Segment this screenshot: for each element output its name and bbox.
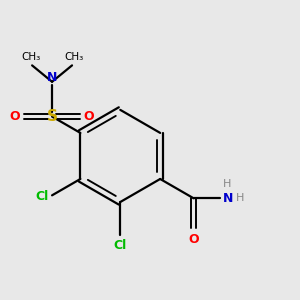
Text: N: N	[47, 71, 57, 84]
Text: N: N	[223, 192, 233, 205]
Text: O: O	[10, 110, 20, 123]
Text: Cl: Cl	[35, 190, 49, 203]
Text: H: H	[236, 193, 244, 203]
Text: O: O	[188, 233, 199, 246]
Text: CH₃: CH₃	[64, 52, 83, 62]
Text: Cl: Cl	[114, 239, 127, 253]
Text: H: H	[223, 179, 231, 189]
Text: CH₃: CH₃	[21, 52, 40, 62]
Text: S: S	[46, 109, 58, 124]
Text: O: O	[84, 110, 94, 123]
